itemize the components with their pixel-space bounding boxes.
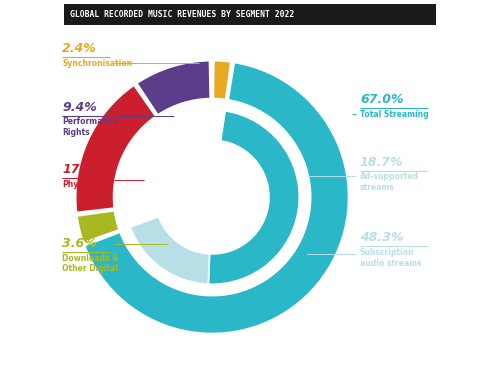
Text: Downloads &
Other Digital: Downloads & Other Digital <box>62 254 119 273</box>
Wedge shape <box>76 85 156 212</box>
Text: Performance
Rights: Performance Rights <box>62 117 118 137</box>
Text: 18.7%: 18.7% <box>360 156 404 169</box>
Wedge shape <box>130 217 210 284</box>
Wedge shape <box>84 63 348 334</box>
FancyBboxPatch shape <box>64 4 436 25</box>
Wedge shape <box>214 61 231 99</box>
Text: 67.0%: 67.0% <box>360 93 404 106</box>
Text: Total Streaming: Total Streaming <box>360 110 428 119</box>
Text: Physical: Physical <box>62 180 98 189</box>
Text: 48.3%: 48.3% <box>360 232 404 244</box>
Wedge shape <box>208 111 300 284</box>
Text: GLOBAL RECORDED MUSIC REVENUES BY SEGMENT 2022: GLOBAL RECORDED MUSIC REVENUES BY SEGMEN… <box>70 10 294 19</box>
Text: 2.4%: 2.4% <box>62 42 97 55</box>
Wedge shape <box>77 211 119 243</box>
Text: 17.5%: 17.5% <box>62 163 106 176</box>
Text: 3.6%: 3.6% <box>62 237 97 250</box>
Text: Synchronisation: Synchronisation <box>62 59 132 68</box>
Wedge shape <box>137 61 210 115</box>
Text: Ad-supported
streams: Ad-supported streams <box>360 172 419 192</box>
Text: Subscription
audio streams: Subscription audio streams <box>360 248 422 268</box>
Text: 9.4%: 9.4% <box>62 101 97 114</box>
